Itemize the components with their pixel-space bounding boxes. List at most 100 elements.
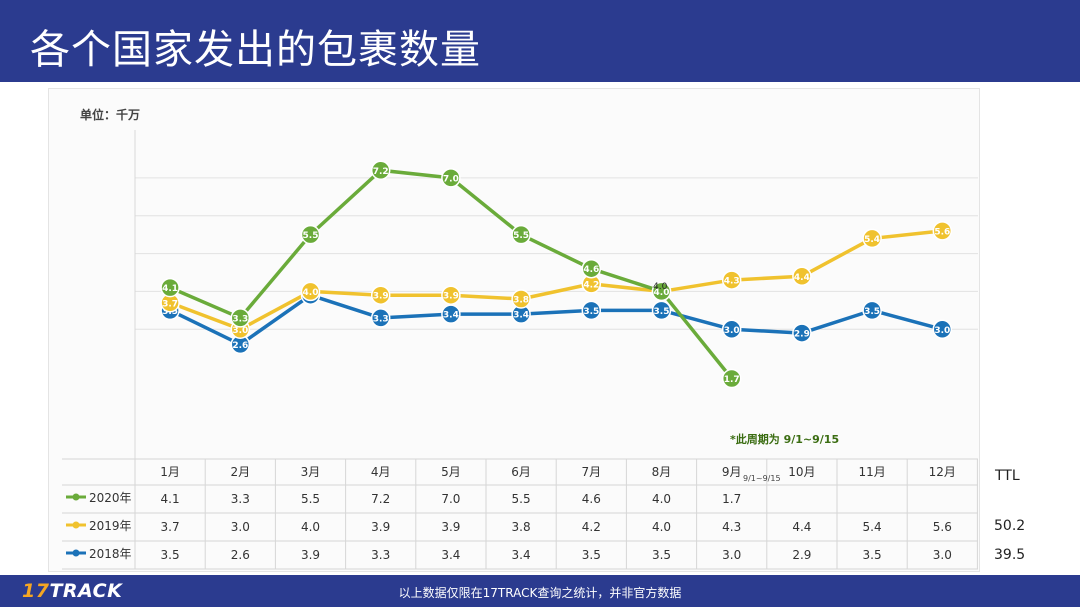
data-point xyxy=(441,304,461,324)
data-label: 3.5 xyxy=(654,307,670,317)
data-point xyxy=(651,300,672,321)
legend-label: 2018年 xyxy=(89,547,132,561)
table-cell: 3.5 xyxy=(652,548,671,562)
table-cell: 5.6 xyxy=(933,520,952,534)
table-cell: 3.3 xyxy=(371,548,390,562)
table-cell: 3.5 xyxy=(582,548,601,562)
table-cell: 3.7 xyxy=(161,520,180,534)
legend-marker xyxy=(72,493,80,501)
table-cell: 4.4 xyxy=(792,520,811,534)
table-cell: 3.4 xyxy=(441,548,460,562)
ttl-header: TTL xyxy=(995,468,1020,484)
data-point xyxy=(581,258,602,279)
data-point xyxy=(721,368,742,389)
data-point xyxy=(370,285,391,305)
series-line xyxy=(169,168,734,380)
chart-panel xyxy=(48,88,980,572)
table-cell: 7.0 xyxy=(441,492,460,506)
data-point xyxy=(160,277,180,298)
data-point xyxy=(862,228,882,249)
data-point xyxy=(300,281,321,302)
data-point xyxy=(792,266,812,287)
table-cell: 3.0 xyxy=(231,520,250,534)
table-cell: 4.6 xyxy=(582,492,601,506)
data-label: 3.4 xyxy=(443,311,459,321)
table-header-cell: 11月 xyxy=(858,465,885,479)
table-header-cell: 2月 xyxy=(230,465,250,479)
data-label: 4.6 xyxy=(583,265,599,275)
table-header-cell: 6月 xyxy=(511,465,531,479)
data-label: 3.3 xyxy=(373,314,389,324)
data-point xyxy=(862,300,882,321)
data-point xyxy=(792,323,812,343)
table-cell: 3.0 xyxy=(722,548,741,562)
table-cell: 3.5 xyxy=(863,548,882,562)
table-cell: 5.5 xyxy=(301,492,320,506)
table-cell: 4.0 xyxy=(652,520,671,534)
table-cell: 5.5 xyxy=(512,492,531,506)
data-point xyxy=(721,270,742,290)
data-label: 4.0 xyxy=(654,288,670,298)
september-subnote: 9/1~9/15 xyxy=(743,474,781,483)
data-label: 5.4 xyxy=(864,235,880,245)
data-label: 4.1 xyxy=(162,284,178,294)
legend-marker xyxy=(72,521,80,529)
data-label: 7.0 xyxy=(443,174,459,184)
table-cell: 2.6 xyxy=(231,548,250,562)
data-label: 3.4 xyxy=(513,311,529,321)
ttl-value-2018: 39.5 xyxy=(994,547,1026,563)
footer-note: 以上数据仅限在17TRACK查询之统计，并非官方数据 xyxy=(398,586,682,600)
data-label: 3.9 xyxy=(443,292,459,302)
data-point xyxy=(441,168,461,188)
point-label-extra: 4.0 xyxy=(653,282,668,292)
table-header-cell: 8月 xyxy=(652,465,672,479)
data-label: 5.5 xyxy=(513,231,529,241)
data-point xyxy=(511,289,531,309)
data-point xyxy=(932,221,953,241)
legend-label: 2019年 xyxy=(89,519,132,533)
data-point xyxy=(370,308,391,328)
data-point xyxy=(370,160,391,181)
data-label: 2.9 xyxy=(794,330,810,340)
data-label: 4.2 xyxy=(583,280,599,290)
table-cell: 3.4 xyxy=(512,548,531,562)
brand-logo: 17TRACK xyxy=(22,580,123,602)
legend-marker xyxy=(72,549,80,557)
table-header-cell: 4月 xyxy=(371,465,391,479)
table-header-cell: 3月 xyxy=(301,465,321,479)
table-header-cell: 1月 xyxy=(160,465,180,479)
table-cell: 3.9 xyxy=(441,520,460,534)
data-point xyxy=(721,319,742,340)
legend-label: 2020年 xyxy=(89,491,132,505)
table-cell: 3.9 xyxy=(301,548,320,562)
data-label: 3.0 xyxy=(232,326,248,336)
data-label: 7.2 xyxy=(373,167,389,177)
table-cell: 3.5 xyxy=(161,548,180,562)
table-header-cell: 12月 xyxy=(929,465,956,479)
data-label: 3.0 xyxy=(934,326,950,336)
data-point xyxy=(581,300,602,321)
table-cell: 5.4 xyxy=(863,520,882,534)
table-cell: 1.7 xyxy=(722,492,741,506)
data-label: 3.0 xyxy=(724,326,740,336)
table-cell: 3.9 xyxy=(371,520,390,534)
table-cell: 4.2 xyxy=(582,520,601,534)
data-point xyxy=(230,308,251,328)
series-line xyxy=(169,229,943,332)
ttl-value-2019: 50.2 xyxy=(994,518,1026,534)
data-label: 3.8 xyxy=(513,296,529,306)
data-point xyxy=(932,319,953,340)
data-label: 3.5 xyxy=(864,307,880,317)
table-cell: 4.0 xyxy=(301,520,320,534)
data-label: 5.6 xyxy=(934,227,950,237)
table-cell: 4.3 xyxy=(722,520,741,534)
data-label: 2.6 xyxy=(232,341,248,351)
data-label: 1.7 xyxy=(724,375,740,385)
data-point xyxy=(651,281,672,302)
title-bar: 各个国家发出的包裹数量 xyxy=(0,0,1080,82)
table-cell: 2.9 xyxy=(792,548,811,562)
table-cell: 3.8 xyxy=(512,520,531,534)
table-cell: 3.3 xyxy=(231,492,250,506)
data-label: 4.0 xyxy=(303,288,319,298)
